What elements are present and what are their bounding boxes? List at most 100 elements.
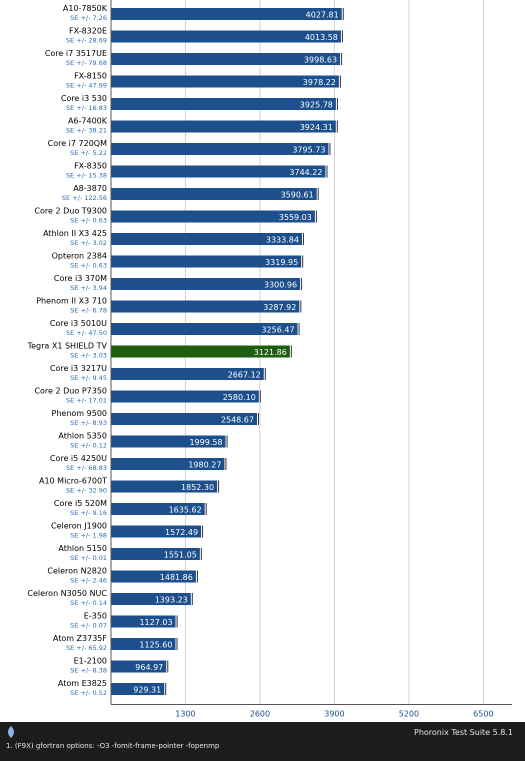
phoronix-logo-icon bbox=[8, 726, 14, 738]
value-label: 1125.60 bbox=[139, 641, 172, 650]
category-label: A10 Micro-6700T bbox=[39, 477, 107, 486]
footer-brand: Phoronix Test Suite 5.8.1 bbox=[414, 728, 513, 737]
se-label: SE +/- 0.07 bbox=[70, 622, 107, 630]
se-label: SE +/- 7.26 bbox=[70, 14, 107, 22]
se-label: SE +/- 5.22 bbox=[70, 149, 107, 157]
value-label: 3559.03 bbox=[279, 213, 312, 222]
bar bbox=[111, 53, 341, 65]
bar bbox=[111, 503, 205, 515]
value-label: 4013.58 bbox=[305, 33, 338, 42]
category-label: Core i5 520M bbox=[54, 499, 107, 508]
x-tick-label: 5200 bbox=[399, 710, 419, 719]
se-label: SE +/- 0.63 bbox=[70, 217, 107, 225]
category-label: Core i7 3517UE bbox=[45, 49, 107, 58]
value-label: 1999.58 bbox=[189, 438, 222, 447]
se-label: SE +/- 3.02 bbox=[70, 239, 107, 247]
bar bbox=[111, 165, 326, 178]
se-label: SE +/- 0.63 bbox=[70, 262, 107, 270]
value-label: 1572.49 bbox=[165, 528, 198, 537]
value-label: 3333.84 bbox=[266, 236, 299, 245]
se-label: SE +/- 68.83 bbox=[66, 464, 107, 472]
value-label: 3924.31 bbox=[300, 123, 333, 132]
x-tick-label: 1300 bbox=[175, 710, 195, 719]
bar bbox=[111, 548, 200, 560]
bar bbox=[111, 345, 290, 358]
se-label: SE +/- 0.01 bbox=[70, 554, 107, 562]
category-label: Celeron N2820 bbox=[47, 567, 107, 576]
se-label: SE +/- 79.68 bbox=[66, 59, 107, 67]
bar bbox=[111, 593, 191, 605]
se-label: SE +/- 9.45 bbox=[70, 374, 107, 382]
bar bbox=[111, 525, 202, 538]
category-label: A10-7850K bbox=[63, 4, 108, 13]
bar bbox=[111, 30, 341, 43]
se-label: SE +/- 122.56 bbox=[62, 194, 107, 202]
category-label: Tegra X1 SHIELD TV bbox=[27, 342, 108, 351]
category-label: Phenom 9500 bbox=[52, 409, 107, 418]
bar bbox=[111, 98, 336, 110]
value-label: 2580.10 bbox=[223, 393, 256, 402]
value-label: 1980.27 bbox=[188, 461, 221, 470]
value-label: 4027.81 bbox=[306, 11, 339, 20]
value-label: 3978.22 bbox=[303, 78, 336, 87]
se-label: SE +/- 2.46 bbox=[70, 577, 107, 585]
value-label: 3590.61 bbox=[281, 191, 314, 200]
bar-chart: 4027.81 4013.58 3998.63 3978.22 3925.78 3924.… bbox=[27, 0, 512, 719]
value-label: 3744.22 bbox=[289, 168, 322, 177]
bar bbox=[111, 255, 302, 268]
x-tick-label: 2600 bbox=[250, 710, 270, 719]
category-label: Atom Z3735F bbox=[53, 634, 108, 643]
se-label: SE +/- 17.01 bbox=[66, 397, 107, 405]
value-label: 3319.95 bbox=[265, 258, 298, 267]
bars: 4027.81 4013.58 3998.63 3978.22 3925.78 3924.… bbox=[111, 8, 344, 695]
value-label: 3256.47 bbox=[261, 326, 294, 335]
se-label: SE +/- 0.12 bbox=[70, 442, 107, 450]
bar bbox=[111, 188, 317, 200]
se-label: SE +/- 65.92 bbox=[66, 644, 107, 652]
category-label: Phenom II X3 710 bbox=[36, 297, 107, 306]
category-label: Core i3 370M bbox=[54, 274, 107, 283]
category-label: Core i3 530 bbox=[61, 94, 107, 103]
value-label: 1481.86 bbox=[160, 573, 193, 582]
se-label: SE +/- 8.38 bbox=[70, 667, 107, 675]
category-label: Opteron 2384 bbox=[52, 252, 107, 261]
category-label: E-350 bbox=[84, 612, 107, 621]
se-label: SE +/- 9.16 bbox=[70, 509, 107, 517]
se-label: SE +/- 0.14 bbox=[70, 599, 107, 607]
se-label: SE +/- 8.93 bbox=[70, 419, 107, 427]
bar bbox=[111, 570, 196, 583]
category-label: A6-7400K bbox=[68, 117, 108, 126]
category-label: Celeron J1900 bbox=[51, 522, 107, 531]
category-label: Core 2 Duo P7350 bbox=[34, 387, 107, 396]
category-label: FX-8320E bbox=[69, 27, 107, 36]
value-label: 1393.23 bbox=[155, 596, 188, 605]
se-label: SE +/- 6.78 bbox=[70, 307, 107, 315]
category-label: Core i3 3217U bbox=[50, 364, 107, 373]
x-tick-label: 3900 bbox=[324, 710, 344, 719]
category-label: A8-3870 bbox=[73, 184, 107, 193]
footer-note: 1. (F9X) gfortran options: -O3 -fomit-fr… bbox=[6, 742, 220, 750]
value-label: 3925.78 bbox=[300, 101, 333, 110]
value-label: 1551.05 bbox=[164, 551, 197, 560]
category-label: Atom E3825 bbox=[58, 679, 107, 688]
category-label: Celeron N3050 NUC bbox=[27, 589, 107, 598]
bar bbox=[111, 413, 258, 425]
bar bbox=[111, 300, 300, 313]
bar bbox=[111, 660, 167, 673]
se-label: SE +/- 3.03 bbox=[70, 352, 107, 360]
se-label: SE +/- 16.83 bbox=[66, 104, 107, 112]
value-label: 3121.86 bbox=[254, 348, 287, 357]
footer-bar: Phoronix Test Suite 5.8.1 1. (F9X) gfort… bbox=[0, 722, 525, 761]
category-label: FX-8350 bbox=[74, 162, 107, 171]
se-label: SE +/- 47.50 bbox=[66, 329, 107, 337]
category-label: Athlon 5150 bbox=[58, 544, 107, 553]
value-label: 3998.63 bbox=[304, 56, 337, 65]
bar bbox=[111, 120, 336, 133]
value-label: 2667.12 bbox=[228, 371, 261, 380]
bar bbox=[111, 615, 176, 628]
bar bbox=[111, 233, 302, 245]
bar bbox=[111, 75, 339, 88]
bar bbox=[111, 278, 301, 290]
value-label: 3795.73 bbox=[292, 146, 325, 155]
se-label: SE +/- 15.38 bbox=[66, 172, 107, 180]
